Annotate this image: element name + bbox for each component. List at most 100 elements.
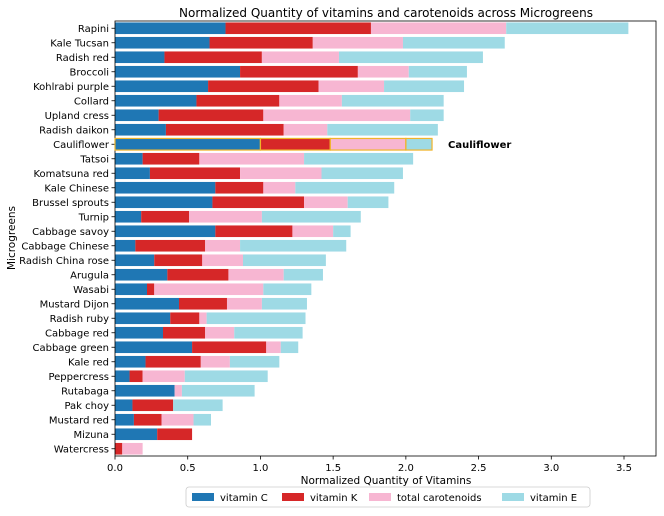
bar-vitamin-k-cabbage-savoy <box>215 225 293 238</box>
bar-vitamin-c-radish-red <box>115 51 165 64</box>
highlight-group: Cauliflower <box>114 137 511 151</box>
y-tick-label: Cabbage red <box>45 328 109 339</box>
bar-vitamin-c-pak-choy <box>115 399 133 412</box>
y-tick-label: Upland cress <box>45 111 109 122</box>
bar-total-carotenoids-collard <box>279 94 342 107</box>
bar-vitamin-e-rutabaga <box>181 384 255 397</box>
bar-vitamin-e-cabbage-savoy <box>333 225 351 238</box>
bar-vitamin-k-pak-choy <box>132 399 174 412</box>
bar-vitamin-k-radish-ruby <box>170 312 200 325</box>
bar-vitamin-e-radish-daikon <box>327 123 438 136</box>
bar-vitamin-k-mustard-dijon <box>178 297 227 310</box>
bar-vitamin-e-pak-choy <box>173 399 223 412</box>
bar-vitamin-e-broccoli <box>408 65 467 78</box>
bar-vitamin-c-cauliflower <box>115 138 261 151</box>
y-tick-label: Pak choy <box>64 401 109 412</box>
bar-total-carotenoids-upland-cress <box>263 109 411 122</box>
y-tick-label: Mustard Dijon <box>40 299 109 310</box>
bar-vitamin-c-brussel-sprouts <box>115 196 213 209</box>
legend-label-vitamin-c: vitamin C <box>220 493 268 504</box>
plot-frame <box>114 20 657 457</box>
bar-vitamin-k-radish-red <box>164 51 262 64</box>
bar-vitamin-e-kale-red <box>229 355 280 368</box>
y-tick-label: Radish ruby <box>50 314 110 325</box>
bar-vitamin-c-cabbage-green <box>115 341 193 354</box>
bar-vitamin-e-kohlrabi-purple <box>384 80 465 93</box>
y-tick-label: Rapini <box>78 24 109 35</box>
legend-swatch-vitamin-e <box>502 493 524 501</box>
bar-vitamin-e-komatsuna-red <box>321 167 403 180</box>
y-tick-label: Kale Tucsan <box>50 38 109 49</box>
legend-label-vitamin-k: vitamin K <box>310 493 358 504</box>
y-tick-label: Arugula <box>70 270 109 281</box>
y-tick-label: Komatsuna red <box>33 169 109 180</box>
bar-vitamin-e-radish-ruby <box>206 312 306 325</box>
bar-vitamin-k-radish-china-rose <box>154 254 203 267</box>
y-tick-label: Brussel sprouts <box>32 198 109 209</box>
bar-vitamin-k-cabbage-red <box>162 326 206 339</box>
y-axis-label: Microgreens <box>6 206 18 270</box>
bar-vitamin-k-cabbage-green <box>192 341 267 354</box>
bar-vitamin-c-cabbage-savoy <box>115 225 216 238</box>
bar-vitamin-k-peppercress <box>129 370 143 383</box>
bar-vitamin-c-turnip <box>115 210 142 223</box>
bar-vitamin-k-watercress <box>115 442 123 455</box>
highlight-outline <box>405 137 433 151</box>
bar-total-carotenoids-kale-chinese <box>263 181 296 194</box>
bar-vitamin-k-kale-tucsan <box>209 36 313 49</box>
chart-title: Normalized Quantity of vitamins and caro… <box>179 6 593 20</box>
bar-total-carotenoids-radish-ruby <box>199 312 207 325</box>
bar-vitamin-c-tatsoi <box>115 152 143 165</box>
x-tick-label: 2.0 <box>398 463 414 474</box>
y-tick-label: Turnip <box>78 212 109 223</box>
bar-total-carotenoids-cabbage-red <box>205 326 235 339</box>
bar-total-carotenoids-arugula <box>228 268 284 281</box>
bar-total-carotenoids-wasabi <box>154 283 264 296</box>
y-tick-label: Mizuna <box>74 430 109 441</box>
bar-vitamin-k-kohlrabi-purple <box>208 80 319 93</box>
y-tick-label: Radish daikon <box>39 125 109 136</box>
bar-vitamin-c-collard <box>115 94 197 107</box>
bar-vitamin-k-cauliflower <box>260 138 331 151</box>
bar-total-carotenoids-brussel-sprouts <box>304 196 348 209</box>
bar-vitamin-e-arugula <box>283 268 323 281</box>
bar-total-carotenoids-tatsoi <box>199 152 305 165</box>
y-tick-label: Kale red <box>68 357 109 368</box>
bar-total-carotenoids-mustard-red <box>161 413 194 426</box>
bar-vitamin-c-broccoli <box>115 65 241 78</box>
bar-vitamin-k-radish-daikon <box>165 123 284 136</box>
bar-vitamin-k-mizuna <box>157 428 193 441</box>
bar-vitamin-k-tatsoi <box>142 152 200 165</box>
y-tick-label: Radish China rose <box>19 256 109 267</box>
bar-total-carotenoids-rutabaga <box>174 384 182 397</box>
bar-vitamin-c-komatsuna-red <box>115 167 150 180</box>
bar-vitamin-k-komatsuna-red <box>149 167 241 180</box>
bar-vitamin-e-kale-tucsan <box>402 36 505 49</box>
bar-vitamin-c-kale-tucsan <box>115 36 210 49</box>
x-tick-label: 1.0 <box>252 463 268 474</box>
bar-total-carotenoids-cabbage-green <box>266 341 281 354</box>
bar-total-carotenoids-cabbage-savoy <box>292 225 334 238</box>
y-tick-label: Rutabaga <box>61 386 109 397</box>
bar-vitamin-c-mizuna <box>115 428 158 441</box>
y-tick-label: Radish red <box>56 53 109 64</box>
legend-swatch-vitamin-c <box>192 493 214 501</box>
bar-vitamin-c-kale-chinese <box>115 181 216 194</box>
y-tick-label: Wasabi <box>73 285 109 296</box>
bar-vitamin-e-cauliflower <box>405 138 433 151</box>
y-tick-label: Kale Chinese <box>44 183 109 194</box>
bar-total-carotenoids-radish-daikon <box>283 123 328 136</box>
bar-total-carotenoids-radish-china-rose <box>202 254 243 267</box>
bar-total-carotenoids-peppercress <box>142 370 185 383</box>
bar-vitamin-e-cabbage-red <box>234 326 303 339</box>
legend-swatch-vitamin-k <box>282 493 304 501</box>
bar-vitamin-e-mustard-red <box>193 413 211 426</box>
legend: vitamin C vitamin K total carotenoids vitam… <box>185 486 591 508</box>
bar-vitamin-c-rutabaga <box>115 384 175 397</box>
bar-vitamin-k-brussel-sprouts <box>212 196 305 209</box>
y-tick-label: Broccoli <box>69 67 109 78</box>
bar-total-carotenoids-radish-red <box>261 51 339 64</box>
bar-vitamin-e-turnip <box>261 210 361 223</box>
